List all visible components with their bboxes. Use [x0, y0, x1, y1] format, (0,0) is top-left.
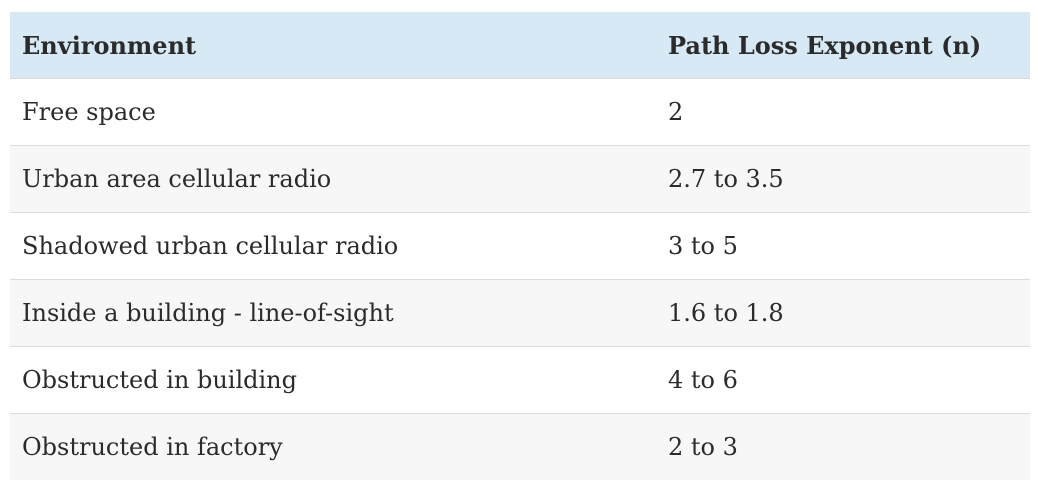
table-row: Free space 2 [10, 78, 1030, 146]
table-row: Inside a building - line-of-sight 1.6 to… [10, 279, 1030, 347]
environment-cell: Shadowed urban cellular radio [10, 212, 656, 280]
exponent-cell: 1.6 to 1.8 [656, 279, 1030, 347]
table-row: Urban area cellular radio 2.7 to 3.5 [10, 145, 1030, 213]
table-row: Obstructed in factory 2 to 3 [10, 413, 1030, 480]
exponent-cell: 3 to 5 [656, 212, 1030, 280]
path-loss-table: Environment Path Loss Exponent (n) Free … [10, 12, 1030, 480]
table-body: Free space 2 Urban area cellular radio 2… [10, 78, 1030, 480]
exponent-cell: 2 [656, 78, 1030, 146]
header-row: Environment Path Loss Exponent (n) [10, 12, 1030, 79]
table-row: Shadowed urban cellular radio 3 to 5 [10, 212, 1030, 280]
exponent-cell: 2 to 3 [656, 413, 1030, 480]
exponent-cell: 4 to 6 [656, 346, 1030, 414]
environment-cell: Obstructed in building [10, 346, 656, 414]
path-loss-table-container: Environment Path Loss Exponent (n) Free … [10, 12, 1030, 480]
environment-cell: Urban area cellular radio [10, 145, 656, 213]
exponent-cell: 2.7 to 3.5 [656, 145, 1030, 213]
environment-cell: Inside a building - line-of-sight [10, 279, 656, 347]
environment-cell: Free space [10, 78, 656, 146]
environment-cell: Obstructed in factory [10, 413, 656, 480]
table-header: Environment Path Loss Exponent (n) [10, 12, 1030, 79]
table-row: Obstructed in building 4 to 6 [10, 346, 1030, 414]
header-environment: Environment [10, 12, 656, 79]
header-path-loss-exponent: Path Loss Exponent (n) [656, 12, 1030, 79]
